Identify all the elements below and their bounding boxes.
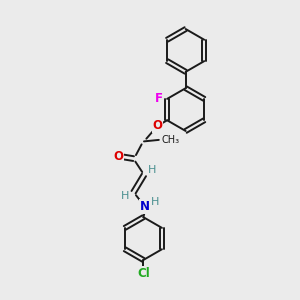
Text: H: H bbox=[151, 197, 160, 207]
Text: F: F bbox=[155, 92, 163, 105]
Text: O: O bbox=[152, 119, 162, 132]
Text: H: H bbox=[148, 165, 157, 175]
Text: N: N bbox=[140, 200, 150, 213]
Text: O: O bbox=[113, 150, 123, 163]
Text: Cl: Cl bbox=[137, 267, 150, 280]
Text: CH₃: CH₃ bbox=[162, 135, 180, 145]
Text: H: H bbox=[121, 191, 129, 201]
